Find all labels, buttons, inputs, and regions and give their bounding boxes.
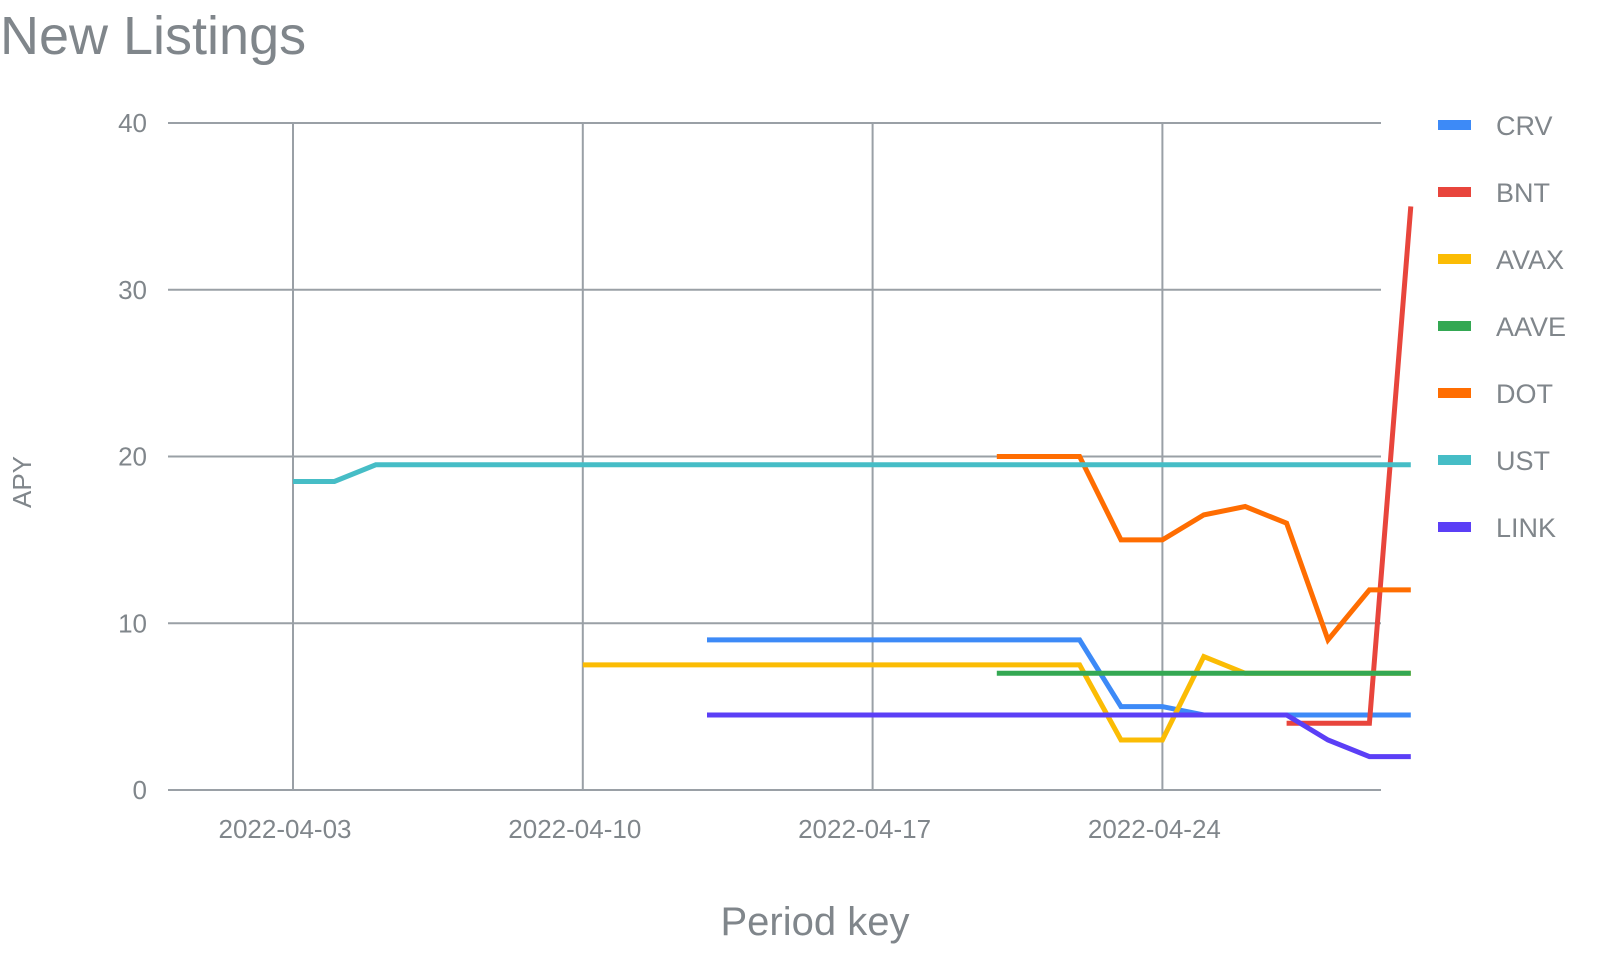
series-line-crv — [707, 637, 1411, 718]
x-tick-label: 2022-04-03 — [219, 814, 352, 844]
legend-swatch-avax — [1438, 254, 1471, 264]
legend-label-link: LINK — [1496, 513, 1556, 543]
legend-swatch-ust — [1438, 455, 1471, 465]
legend-label-aave: AAVE — [1496, 312, 1566, 342]
series-line-bnt — [1286, 206, 1414, 726]
series-line-ust — [293, 462, 1411, 484]
y-tick-label: 10 — [118, 608, 147, 638]
x-tick-label: 2022-04-24 — [1088, 814, 1221, 844]
chart-title: New Listings — [0, 6, 307, 66]
legend-label-dot: DOT — [1496, 379, 1553, 409]
y-tick-label: 20 — [118, 442, 147, 472]
legend-label-bnt: BNT — [1496, 178, 1550, 208]
legend-swatch-link — [1438, 522, 1471, 532]
legend-swatch-aave — [1438, 321, 1471, 331]
legend-swatch-bnt — [1438, 187, 1471, 197]
series-line-dot — [996, 454, 1411, 645]
x-tick-label: 2022-04-17 — [798, 814, 931, 844]
y-tick-label: 30 — [118, 275, 147, 305]
legend: CRV BNT AVAX AAVE DOT UST LINK — [1438, 111, 1566, 543]
series-line-link — [707, 712, 1411, 760]
y-tick-label: 0 — [133, 775, 147, 805]
y-axis-title: APY — [7, 456, 37, 508]
legend-label-crv: CRV — [1496, 111, 1553, 141]
series-line-avax — [582, 653, 1411, 743]
legend-label-avax: AVAX — [1496, 245, 1564, 275]
y-tick-label: 40 — [118, 108, 147, 138]
axis-labels: 0 10 20 30 40 2022-04-03 2022-04-10 2022-04-17 2… — [118, 108, 1221, 844]
x-tick-label: 2022-04-10 — [508, 814, 641, 844]
legend-swatch-crv — [1438, 120, 1471, 130]
legend-swatch-dot — [1438, 388, 1471, 398]
x-axis-title: Period key — [721, 900, 910, 944]
gridlines — [168, 122, 1381, 791]
legend-label-ust: UST — [1496, 446, 1550, 476]
series-lines — [293, 206, 1414, 760]
